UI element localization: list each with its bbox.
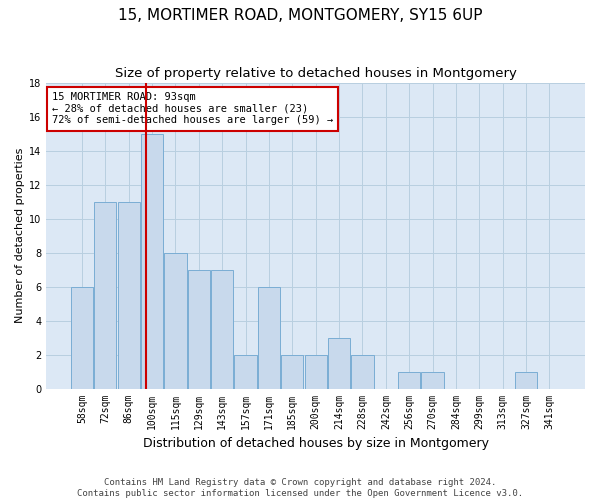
Bar bbox=[352, 354, 374, 388]
Bar bbox=[328, 338, 350, 388]
Bar bbox=[515, 372, 537, 388]
Bar bbox=[211, 270, 233, 388]
Bar bbox=[258, 286, 280, 388]
Bar bbox=[164, 253, 187, 388]
Bar bbox=[118, 202, 140, 388]
Text: 15 MORTIMER ROAD: 93sqm
← 28% of detached houses are smaller (23)
72% of semi-de: 15 MORTIMER ROAD: 93sqm ← 28% of detache… bbox=[52, 92, 333, 126]
Bar bbox=[71, 286, 93, 388]
Bar bbox=[281, 354, 304, 388]
Bar bbox=[421, 372, 443, 388]
Bar bbox=[94, 202, 116, 388]
Text: Contains HM Land Registry data © Crown copyright and database right 2024.
Contai: Contains HM Land Registry data © Crown c… bbox=[77, 478, 523, 498]
Bar bbox=[305, 354, 327, 388]
Bar bbox=[398, 372, 420, 388]
Title: Size of property relative to detached houses in Montgomery: Size of property relative to detached ho… bbox=[115, 68, 517, 80]
Text: 15, MORTIMER ROAD, MONTGOMERY, SY15 6UP: 15, MORTIMER ROAD, MONTGOMERY, SY15 6UP bbox=[118, 8, 482, 22]
X-axis label: Distribution of detached houses by size in Montgomery: Distribution of detached houses by size … bbox=[143, 437, 489, 450]
Bar bbox=[141, 134, 163, 388]
Bar bbox=[188, 270, 210, 388]
Y-axis label: Number of detached properties: Number of detached properties bbox=[15, 148, 25, 324]
Bar bbox=[235, 354, 257, 388]
